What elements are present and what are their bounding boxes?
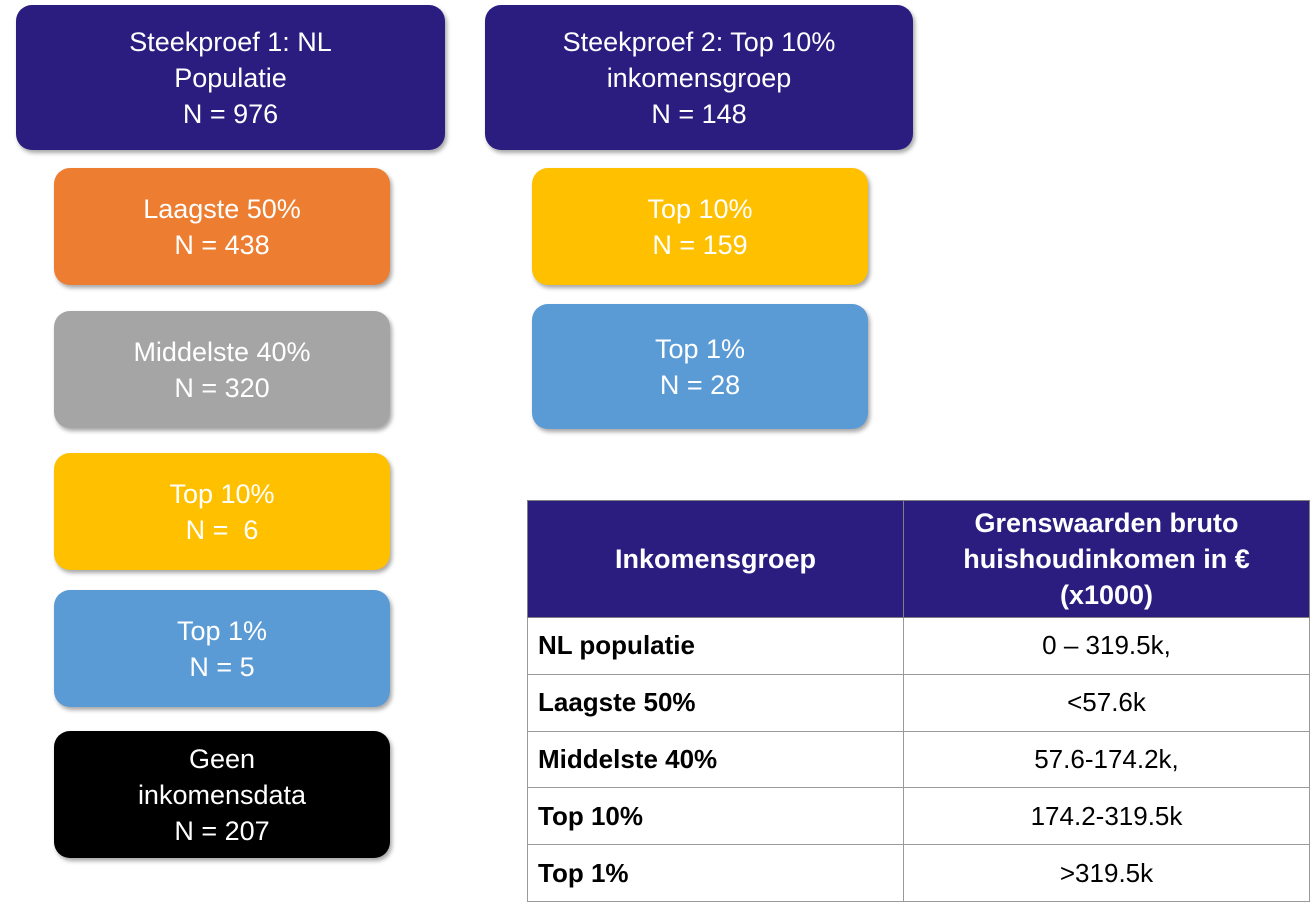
node-box: Top 1% N = 28 bbox=[532, 304, 868, 429]
header-cell: Inkomensgroep bbox=[527, 500, 904, 618]
node-label: Steekproef 1: NL bbox=[129, 26, 332, 57]
table-row: Top 10% 174.2-319.5k bbox=[527, 787, 1310, 846]
node-label: N = 148 bbox=[651, 98, 747, 129]
node-label: Middelste 40% bbox=[133, 336, 311, 367]
node-label: Geen bbox=[188, 743, 256, 774]
node-label: Top 10% bbox=[169, 478, 275, 509]
node-label: N = 6 bbox=[185, 514, 259, 545]
table-cell: <57.6k bbox=[903, 673, 1310, 732]
node-label: Top 10% bbox=[647, 193, 753, 224]
node-label: Populatie bbox=[174, 62, 287, 93]
header-label: Grenswaarden bruto bbox=[974, 508, 1239, 538]
header-cell: Grenswaarden bruto huishoudinkomen in € (x… bbox=[903, 500, 1310, 618]
node-label: Steekproef 2: Top 10% bbox=[562, 26, 836, 57]
table-row: Middelste 40% 57.6-174.2k, bbox=[527, 730, 1310, 789]
node-label: N = 28 bbox=[659, 369, 741, 400]
header-row: Inkomensgroep Grenswaarden bruto huishoudi… bbox=[527, 500, 1310, 618]
table-cell: Top 1% bbox=[527, 844, 904, 902]
table-cell: 0 – 319.5k, bbox=[903, 617, 1310, 675]
node-label: N = 438 bbox=[174, 229, 270, 260]
table-row: Top 1% >319.5k bbox=[527, 844, 1310, 902]
table-row: Laagste 50% <57.6k bbox=[527, 673, 1310, 732]
header-label: (x1000) bbox=[1059, 580, 1154, 610]
node-box: Top 1% N = 5 bbox=[54, 590, 390, 707]
node-label: Top 1% bbox=[654, 333, 746, 364]
node-box: Laagste 50% N = 438 bbox=[54, 168, 390, 285]
table-body: NL populatie 0 – 319.5k, Laagste 50% <57.6k… bbox=[527, 617, 1310, 902]
header-label: huishoudinkomen in € bbox=[963, 544, 1250, 574]
node-box: Steekproef 2: Top 10% inkomensgroep N = 14… bbox=[485, 5, 913, 150]
table-cell: Laagste 50% bbox=[527, 673, 904, 732]
node-label: N = 976 bbox=[182, 98, 279, 129]
node-label: Laagste 50% bbox=[143, 193, 301, 224]
node-label: N = 207 bbox=[174, 815, 270, 846]
node-label: N = 320 bbox=[174, 372, 270, 403]
node-label: inkomensgroep bbox=[606, 62, 792, 93]
header-label: Inkomensgroep bbox=[614, 544, 817, 574]
node-label: Top 1% bbox=[176, 615, 268, 646]
node-box: Top 10% N = 159 bbox=[532, 168, 868, 285]
node-label: N = 5 bbox=[189, 651, 255, 682]
table-cell: Middelste 40% bbox=[527, 730, 904, 789]
table-row: NL populatie 0 – 319.5k, bbox=[527, 617, 1310, 675]
income-table: Inkomensgroep Grenswaarden bruto huishoudi… bbox=[527, 500, 1310, 902]
node-box: Middelste 40% N = 320 bbox=[54, 311, 390, 428]
table-cell: NL populatie bbox=[527, 617, 904, 675]
node-box: Steekproef 1: NL Populatie N = 976 bbox=[16, 5, 445, 150]
node-label: inkomensdata bbox=[137, 779, 307, 810]
table-cell: >319.5k bbox=[903, 844, 1310, 902]
table-cell: Top 10% bbox=[527, 787, 904, 846]
node-box: Geen inkomensdata N = 207 bbox=[54, 731, 390, 858]
node-box: Top 10% N = 6 bbox=[54, 453, 390, 570]
node-label: N = 159 bbox=[652, 229, 748, 260]
table-cell: 174.2-319.5k bbox=[903, 787, 1310, 846]
table-cell: 57.6-174.2k, bbox=[903, 730, 1310, 789]
